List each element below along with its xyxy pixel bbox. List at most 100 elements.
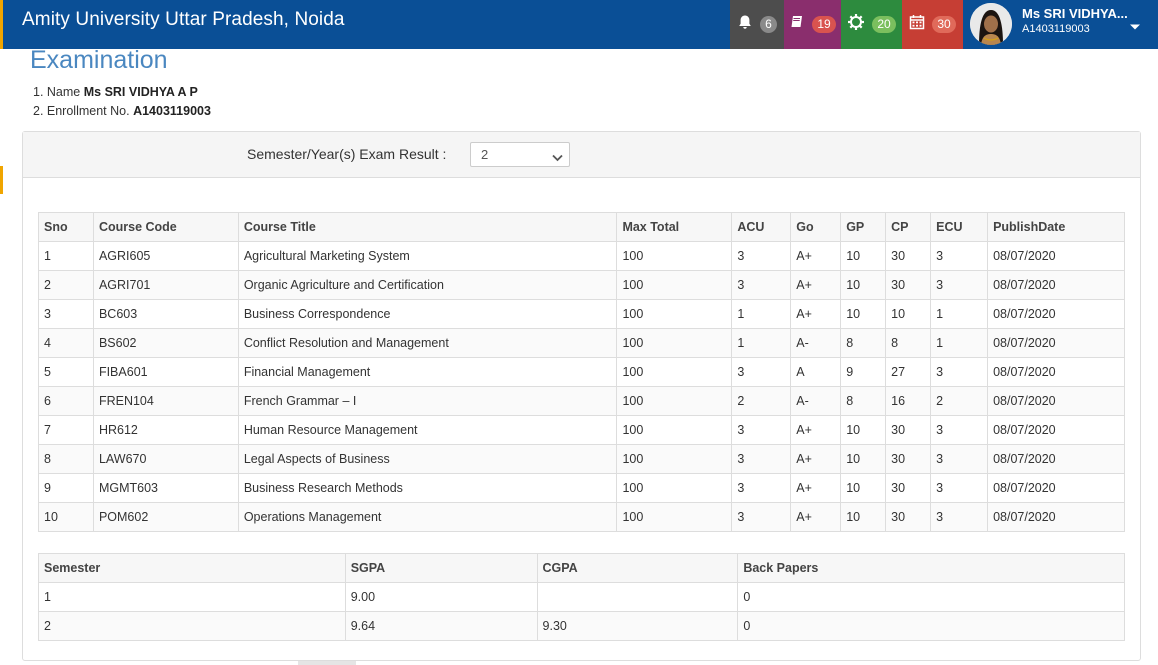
table-row: 9 MGMT603 Business Research Methods 100 3 A+ 1… bbox=[38, 473, 1125, 503]
table-cell: Business Research Methods bbox=[237, 473, 618, 503]
table-cell: 3 bbox=[930, 502, 989, 532]
calendar-button[interactable]: 30 bbox=[902, 0, 963, 49]
table-cell: Human Resource Management bbox=[237, 415, 618, 445]
column-header: Course Title bbox=[237, 212, 618, 242]
table-cell: 08/07/2020 bbox=[987, 415, 1125, 445]
table-cell: 3 bbox=[930, 270, 989, 300]
semester-select-label: Semester/Year(s) Exam Result : bbox=[247, 146, 447, 162]
table-row: 10 POM602 Operations Management 100 3 A+ 10 30 3… bbox=[38, 502, 1125, 532]
table-cell: 2 bbox=[930, 386, 989, 416]
table-cell: 100 bbox=[616, 386, 733, 416]
table-cell: MGMT603 bbox=[92, 473, 239, 503]
table-cell: 3 bbox=[731, 241, 792, 271]
column-header: PublishDate bbox=[987, 212, 1125, 242]
table-cell: AGRI701 bbox=[92, 270, 239, 300]
table-cell: 16 bbox=[885, 386, 932, 416]
table-cell: HR612 bbox=[92, 415, 239, 445]
avatar bbox=[970, 3, 1012, 45]
notifications-button[interactable]: 6 bbox=[730, 0, 784, 49]
column-header: ECU bbox=[930, 212, 989, 242]
table-cell: 1 bbox=[930, 299, 989, 329]
table-cell: 3 bbox=[731, 502, 792, 532]
book-icon bbox=[789, 14, 805, 35]
table-cell: A+ bbox=[790, 502, 842, 532]
table-cell bbox=[536, 582, 739, 612]
app-title[interactable]: Amity University Uttar Pradesh, Noida bbox=[22, 9, 345, 30]
chevron-down-icon[interactable] bbox=[1129, 18, 1141, 36]
table-cell: 9 bbox=[38, 473, 94, 503]
table-cell: 30 bbox=[885, 502, 932, 532]
table-cell: 08/07/2020 bbox=[987, 444, 1125, 474]
table-cell: 100 bbox=[616, 299, 733, 329]
table-cell: 10 bbox=[840, 415, 887, 445]
table-row: 3 BC603 Business Correspondence 100 1 A+ 10 10 1… bbox=[38, 299, 1125, 329]
user-id: A1403119003 bbox=[1022, 23, 1090, 35]
column-header: Go bbox=[790, 212, 842, 242]
table-cell: 0 bbox=[737, 611, 1125, 641]
table-cell: 3 bbox=[731, 444, 792, 474]
table-cell: 2 bbox=[731, 386, 792, 416]
gear-icon bbox=[847, 13, 865, 36]
table-row: 4 BS602 Conflict Resolution and Management… bbox=[38, 328, 1125, 358]
table-cell: 08/07/2020 bbox=[987, 328, 1125, 358]
table-cell: 2 bbox=[38, 611, 346, 641]
page-title: Examination bbox=[30, 46, 168, 74]
table-cell: 08/07/2020 bbox=[987, 473, 1125, 503]
user-name: Ms SRI VIDHYA... bbox=[1022, 6, 1128, 21]
student-name-value: Ms SRI VIDHYA A P bbox=[83, 85, 198, 99]
table-cell: 9.64 bbox=[344, 611, 538, 641]
chevron-down-icon bbox=[552, 150, 563, 165]
table-cell: 10 bbox=[840, 473, 887, 503]
table-cell: A+ bbox=[790, 299, 842, 329]
table-cell: 8 bbox=[840, 328, 887, 358]
table-cell: 100 bbox=[616, 241, 733, 271]
table-cell: 1 bbox=[38, 241, 94, 271]
table-cell: 1 bbox=[731, 299, 792, 329]
panel-header: Semester/Year(s) Exam Result : 2 bbox=[23, 132, 1140, 178]
student-name-label: 1. Name bbox=[33, 85, 81, 99]
table-cell: 9.00 bbox=[344, 582, 538, 612]
table-cell: 10 bbox=[885, 299, 932, 329]
table-cell: 100 bbox=[616, 357, 733, 387]
sidebar-edge-accent bbox=[0, 166, 3, 194]
user-profile-menu[interactable]: Ms SRI VIDHYA... A1403119003 bbox=[963, 0, 1158, 49]
courses-button[interactable]: 19 bbox=[784, 0, 841, 49]
calendar-icon bbox=[909, 14, 925, 35]
table-row: 1 9.00 0 bbox=[38, 582, 1125, 612]
semester-select-value: 2 bbox=[481, 147, 489, 162]
table-cell: 10 bbox=[840, 299, 887, 329]
table-cell: A+ bbox=[790, 270, 842, 300]
courses-count-badge: 19 bbox=[812, 16, 836, 33]
table-row: 6 FREN104 French Grammar – I 100 2 A- 8 16 2 08/0… bbox=[38, 386, 1125, 416]
table-row: 1 AGRI605 Agricultural Marketing System 100… bbox=[38, 241, 1125, 271]
enrollment-label: 2. Enrollment No. bbox=[33, 104, 130, 118]
table-cell: 100 bbox=[616, 328, 733, 358]
table-cell: A+ bbox=[790, 444, 842, 474]
table-cell: 3 bbox=[731, 473, 792, 503]
table-cell: 100 bbox=[616, 444, 733, 474]
table-cell: A- bbox=[790, 386, 842, 416]
table-cell: 6 bbox=[38, 386, 94, 416]
settings-button[interactable]: 20 bbox=[841, 0, 902, 49]
table-cell: A+ bbox=[790, 415, 842, 445]
table-cell: Agricultural Marketing System bbox=[237, 241, 618, 271]
horizontal-scrollbar[interactable] bbox=[298, 661, 356, 665]
column-header: CGPA bbox=[536, 553, 739, 583]
table-header-row: Semester SGPA CGPA Back Papers bbox=[38, 553, 1125, 583]
semester-select[interactable]: 2 bbox=[470, 142, 570, 167]
enrollment-value: A1403119003 bbox=[133, 104, 211, 118]
table-row: 5 FIBA601 Financial Management 100 3 A 9 27 3 08/… bbox=[38, 357, 1125, 387]
settings-count-badge: 20 bbox=[872, 16, 896, 33]
table-cell: POM602 bbox=[92, 502, 239, 532]
column-header: GP bbox=[840, 212, 887, 242]
column-header: SGPA bbox=[344, 553, 538, 583]
table-cell: 30 bbox=[885, 415, 932, 445]
table-cell: 1 bbox=[731, 328, 792, 358]
table-cell: 8 bbox=[885, 328, 932, 358]
column-header: Course Code bbox=[92, 212, 239, 242]
table-cell: A+ bbox=[790, 241, 842, 271]
table-cell: 30 bbox=[885, 270, 932, 300]
table-cell: 9 bbox=[840, 357, 887, 387]
table-row: 8 LAW670 Legal Aspects of Business 100 3 A+ 10… bbox=[38, 444, 1125, 474]
table-cell: 08/07/2020 bbox=[987, 357, 1125, 387]
